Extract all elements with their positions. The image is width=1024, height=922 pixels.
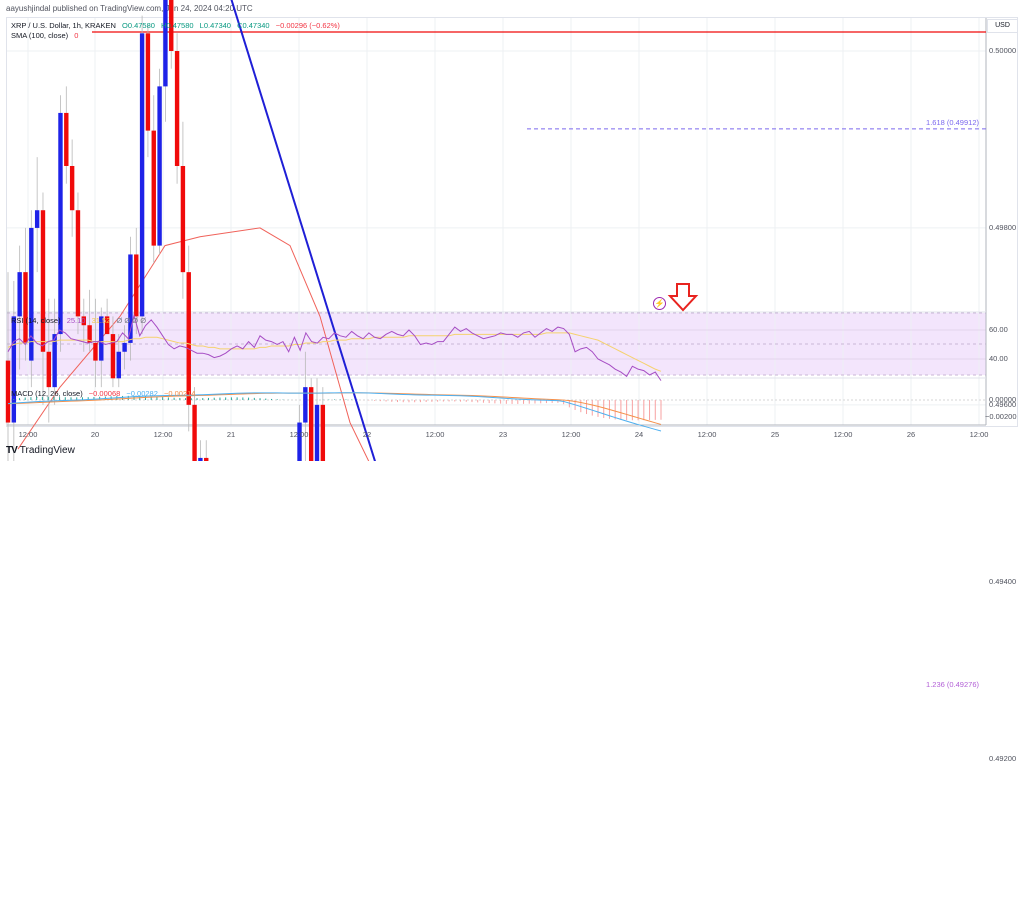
price-tick: 0.49800 bbox=[989, 222, 1017, 232]
price-tick: 0.49200 bbox=[989, 753, 1017, 763]
lightning-event-icon[interactable]: ⚡ bbox=[653, 297, 666, 310]
ohlc-low: L0.47340 bbox=[199, 21, 231, 30]
ohlc-high: H0.47580 bbox=[161, 21, 194, 30]
candle-body bbox=[157, 86, 162, 246]
rsi-extras: Ø Ø Ø Ø bbox=[116, 316, 147, 325]
time-tick: 23 bbox=[498, 430, 508, 439]
macd-legend[interactable]: MACD (12, 26, close) −0.00068 −0.00282 −… bbox=[11, 389, 199, 398]
candle-body bbox=[34, 210, 40, 228]
tradingview-logo-icon: TV bbox=[6, 445, 18, 456]
candle-body bbox=[81, 316, 86, 326]
sma-100-line bbox=[17, 227, 370, 461]
time-tick: 20 bbox=[90, 430, 100, 439]
candle-body bbox=[75, 210, 81, 317]
candle-body bbox=[145, 33, 151, 131]
time-tick: 12:00 bbox=[18, 430, 38, 439]
time-tick: 12:00 bbox=[153, 430, 173, 439]
candle-body bbox=[308, 387, 314, 461]
currency-selector[interactable]: USD bbox=[987, 19, 1018, 33]
sma-legend[interactable]: SMA (100, close) 0 bbox=[11, 31, 82, 40]
price-tick: 0.49600 bbox=[989, 399, 1017, 409]
candle-body bbox=[99, 316, 104, 361]
time-tick: 21 bbox=[226, 430, 236, 439]
ohlc-open: O0.47580 bbox=[122, 21, 155, 30]
macd-line-value: −0.00282 bbox=[126, 389, 158, 398]
candle-body bbox=[17, 272, 22, 317]
price-tick: 0.49400 bbox=[989, 576, 1017, 586]
symbol-legend: XRP / U.S. Dollar, 1h, KRAKEN O0.47580 H… bbox=[11, 21, 344, 30]
candle-body bbox=[303, 387, 308, 423]
time-tick: 12:00 bbox=[969, 430, 989, 439]
candle-body bbox=[174, 51, 180, 166]
ohlc-close: C0.47340 bbox=[237, 21, 270, 30]
rsi-label: RSI (14, close) bbox=[11, 316, 61, 325]
macd-line bbox=[7, 392, 662, 432]
price-tick: 0.50000 bbox=[989, 46, 1017, 55]
candle-body bbox=[180, 165, 186, 273]
candle-body bbox=[69, 165, 75, 211]
time-tick: 12:00 bbox=[425, 430, 445, 439]
candle-body bbox=[314, 404, 320, 461]
chart-frame[interactable] bbox=[6, 17, 1018, 427]
candle-body bbox=[52, 334, 57, 388]
candle-body bbox=[186, 272, 191, 405]
candle-body bbox=[320, 404, 326, 461]
macd-signal-value: −0.00214 bbox=[163, 389, 196, 398]
candle-body bbox=[198, 457, 203, 461]
publisher-caption: aayushjindal published on TradingView.co… bbox=[6, 4, 253, 13]
candle-body bbox=[116, 351, 121, 379]
footer-branding: TV TradingView bbox=[6, 445, 75, 456]
candle-body bbox=[46, 351, 52, 388]
candle-body bbox=[29, 227, 34, 361]
time-tick: 25 bbox=[770, 430, 780, 439]
time-tick: 12:00 bbox=[561, 430, 581, 439]
candle-body bbox=[169, 0, 174, 52]
fib-label-1.236: 1.236 (0.49276) bbox=[926, 680, 979, 690]
sma-label: SMA (100, close) bbox=[11, 31, 69, 40]
sma-value: 0 bbox=[74, 31, 79, 40]
candle-body bbox=[122, 342, 127, 352]
time-tick: 24 bbox=[634, 430, 644, 439]
candle-body bbox=[151, 130, 156, 246]
time-tick: 26 bbox=[906, 430, 916, 439]
time-tick: 12:00 bbox=[833, 430, 853, 439]
candle-body bbox=[163, 0, 168, 87]
candle-body bbox=[110, 334, 116, 379]
tradingview-brand: TradingView bbox=[19, 445, 75, 456]
time-tick: 12:00 bbox=[697, 430, 717, 439]
candle-body bbox=[128, 254, 133, 343]
fib-label-1.618: 1.618 (0.49912) bbox=[926, 117, 979, 127]
rsi-tick-40: 40.00 bbox=[989, 354, 1008, 363]
rsi-ma-value: 31.52 bbox=[91, 316, 111, 325]
candle-body bbox=[11, 316, 17, 423]
candle-body bbox=[58, 112, 63, 335]
candle-body bbox=[23, 272, 28, 343]
candle-body bbox=[93, 342, 98, 361]
macd-histogram-value: −0.00068 bbox=[88, 389, 121, 398]
time-tick: 12:00 bbox=[289, 430, 309, 439]
candle-body bbox=[104, 316, 110, 335]
candle-body bbox=[297, 422, 302, 461]
price-chart-canvas[interactable] bbox=[0, 0, 1024, 461]
down-arrow-icon bbox=[667, 283, 699, 312]
bearish-trendline bbox=[230, 0, 376, 461]
candle-body bbox=[87, 325, 92, 343]
rsi-line bbox=[7, 313, 662, 381]
macd-label: MACD (12, 26, close) bbox=[11, 389, 83, 398]
candle-body bbox=[192, 404, 197, 461]
candle-body bbox=[139, 33, 145, 317]
candle-body bbox=[134, 254, 139, 317]
macd-tick-neg: −0.00200 bbox=[985, 412, 1017, 421]
candle-body bbox=[40, 210, 46, 352]
ohlc-change: −0.00296 (−0.62%) bbox=[275, 21, 340, 30]
macd-tick-zero: 0.00000 bbox=[989, 395, 1017, 404]
candle-body bbox=[64, 112, 69, 166]
symbol-title: XRP / U.S. Dollar, 1h, KRAKEN bbox=[11, 21, 116, 30]
time-tick: 22 bbox=[362, 430, 372, 439]
candle-body bbox=[204, 457, 209, 461]
candle-body bbox=[5, 360, 11, 423]
rsi-value: 25.10 bbox=[66, 316, 86, 325]
rsi-tick-60: 60.00 bbox=[989, 325, 1008, 334]
rsi-legend[interactable]: RSI (14, close) 25.10 31.52 Ø Ø Ø Ø bbox=[11, 316, 150, 325]
